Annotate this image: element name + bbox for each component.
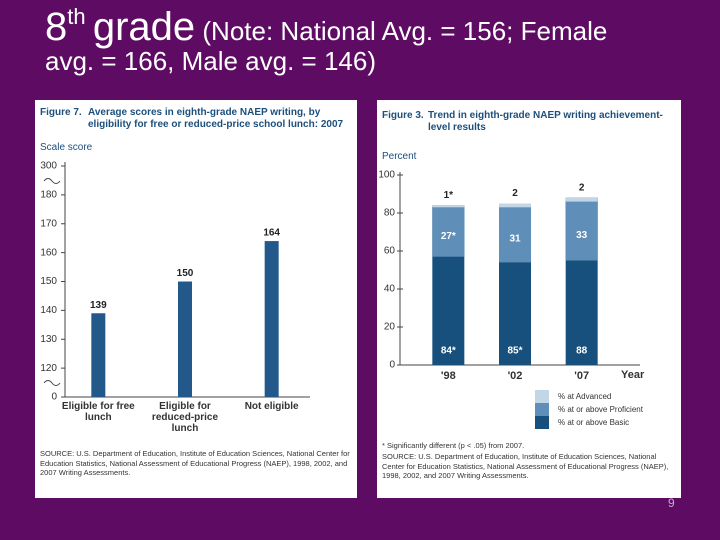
y-tick-label: 80 (384, 208, 396, 219)
value-label: 31 (509, 233, 521, 244)
legend-swatch (535, 403, 549, 416)
y-axis-label: Percent (382, 151, 417, 162)
bar (178, 281, 192, 397)
y-tick-label: 130 (40, 334, 57, 345)
y-axis-label: Scale score (40, 142, 93, 153)
figure-label: Figure 3. (382, 110, 424, 121)
y-tick-label: 180 (40, 190, 57, 201)
value-label: 2 (512, 188, 518, 199)
bar-segment (499, 203, 531, 263)
y-tick-label: 170 (40, 218, 57, 229)
y-tick-label: 20 (384, 322, 396, 333)
title-word: grade (92, 5, 196, 49)
y-tick-label: 150 (40, 276, 57, 287)
value-label: 1* (444, 190, 454, 201)
y-tick-label: 140 (40, 305, 57, 316)
y-tick-label: 100 (378, 170, 395, 181)
legend-label: % at or above Proficient (558, 405, 644, 414)
x-axis-label: Year (621, 369, 645, 381)
x-tick-label: '98 (441, 370, 456, 382)
y-tick-label: 0 (389, 360, 395, 371)
x-tick-label: '02 (508, 370, 523, 382)
bar (264, 241, 279, 397)
value-label: 139 (90, 300, 107, 311)
y-tick-label: 160 (40, 247, 57, 258)
y-tick-label: 120 (40, 363, 57, 374)
legend-label: % at or above Basic (558, 418, 629, 427)
y-tick-label: 60 (384, 246, 396, 257)
bar-segment (432, 205, 465, 257)
y-tick-label: 0 (51, 392, 57, 403)
bar (91, 313, 106, 397)
footnote: * Significantly different (p < .05) from… (382, 441, 525, 450)
value-label: 85* (507, 346, 522, 357)
value-label: 150 (177, 268, 194, 279)
value-label: 84* (441, 346, 456, 357)
source-note: SOURCE: U.S. Department of Education, In… (382, 452, 669, 480)
slide-title: 8th grade (Note: National Avg. = 156; Fe… (45, 2, 645, 76)
value-label: 2 (579, 182, 585, 193)
x-tick-label: '07 (574, 370, 589, 382)
source-note: SOURCE: U.S. Department of Education, In… (40, 449, 350, 477)
bar-segment (565, 197, 598, 202)
value-label: 27* (441, 231, 456, 242)
title-note: (Note: National Avg. = 156; Female avg. … (45, 16, 608, 76)
ordinal: th (67, 4, 86, 29)
page-number: 9 (668, 496, 675, 510)
y-tick-label: 40 (384, 284, 396, 295)
bar-segment (432, 205, 465, 208)
left-panel (35, 100, 357, 498)
value-label: 88 (576, 346, 588, 357)
figure-title: Trend in eighth-grade NAEP writing achie… (428, 110, 663, 133)
x-tick-label: Not eligible (244, 401, 299, 412)
grade-number: 8 (45, 5, 68, 49)
y-tick-label: 300 (40, 161, 57, 172)
value-label: 33 (576, 230, 588, 241)
bar-segment (499, 203, 531, 208)
figure-label: Figure 7. (40, 107, 82, 118)
axis-break (43, 178, 61, 184)
legend-label: % at Advanced (558, 392, 611, 401)
x-tick-label: Eligible for reduced-price lunch (151, 401, 219, 434)
legend-swatch (535, 390, 549, 403)
legend-swatch (535, 416, 549, 429)
value-label: 164 (263, 228, 280, 239)
figure-title: Average scores in eighth-grade NAEP writ… (88, 107, 344, 130)
x-tick-label: Eligible for free lunch (61, 401, 135, 423)
bar-segment (565, 197, 598, 261)
axis-break (43, 380, 61, 386)
